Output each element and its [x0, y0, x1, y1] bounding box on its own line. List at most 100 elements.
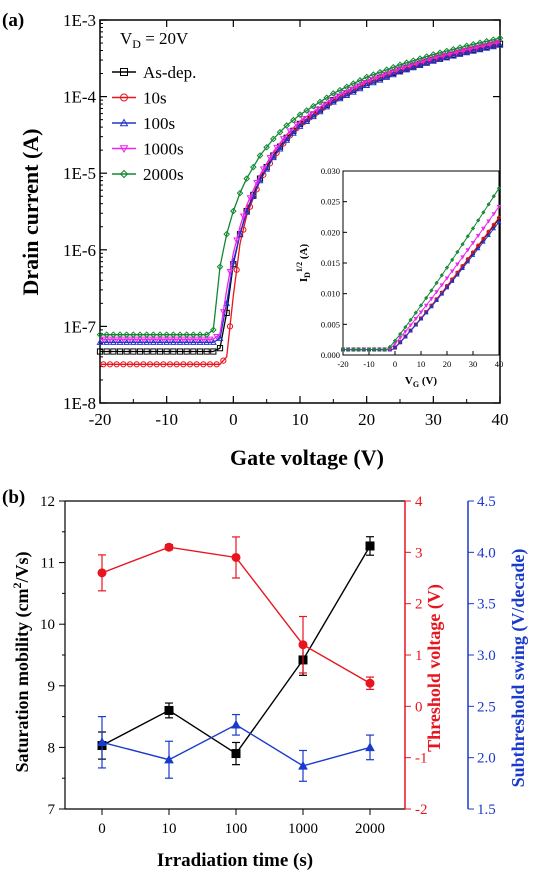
data-point — [100, 361, 107, 368]
data-point — [97, 568, 107, 578]
data-point — [416, 55, 424, 62]
x-tick-label-b: 2000 — [355, 821, 385, 837]
inset-data-point — [377, 347, 382, 352]
data-point — [336, 95, 344, 102]
data-point — [216, 334, 224, 341]
data-point — [396, 68, 404, 75]
data-point — [365, 678, 375, 688]
data-point — [273, 144, 281, 152]
data-point — [196, 331, 204, 338]
data-point — [199, 336, 207, 343]
data-point — [239, 213, 247, 220]
data-point — [180, 361, 187, 368]
data-point — [365, 742, 375, 752]
data-point — [476, 45, 484, 53]
data-point — [196, 338, 204, 345]
data-point — [164, 705, 174, 715]
data-point — [243, 208, 251, 215]
data-point — [436, 55, 444, 63]
data-point — [376, 68, 384, 76]
y-tick-label-b-right2: 4.0 — [477, 545, 496, 561]
data-point — [313, 106, 321, 114]
data-point — [120, 361, 127, 368]
data-point — [163, 338, 171, 345]
data-point — [126, 361, 134, 368]
data-point — [343, 91, 351, 98]
data-point — [439, 52, 447, 60]
inset-y-tick-label: 0.030 — [321, 166, 340, 176]
inset-data-point — [444, 265, 450, 270]
inset-data-point — [449, 278, 455, 283]
x-tick-label-b: 10 — [162, 821, 177, 837]
data-point — [156, 348, 164, 355]
inset-data-point — [439, 283, 445, 288]
inset-data-point — [460, 265, 465, 270]
data-point — [343, 83, 350, 91]
inset-data-point — [366, 347, 372, 352]
data-point — [133, 336, 141, 343]
data-point — [176, 348, 184, 355]
y-tick-label-b-right2: 2.0 — [477, 751, 496, 767]
data-point — [363, 73, 370, 81]
data-point — [160, 361, 167, 368]
data-point — [306, 111, 314, 118]
data-point — [369, 79, 377, 86]
data-point — [473, 44, 481, 51]
x-tick-label-a: 30 — [425, 410, 442, 429]
data-point — [379, 71, 387, 79]
data-point — [103, 331, 110, 338]
inset-x-tick-label: -10 — [363, 359, 374, 369]
inset-data-point — [455, 272, 460, 277]
data-point — [323, 103, 331, 110]
data-point — [399, 64, 407, 71]
inset-series-2000s — [340, 186, 502, 352]
panel-a-annotation: VD = 20V — [120, 29, 189, 51]
data-point — [210, 326, 217, 334]
data-point — [298, 760, 308, 770]
data-point — [296, 122, 304, 129]
data-point — [299, 116, 307, 123]
inset-data-point — [496, 219, 502, 224]
data-point — [233, 237, 241, 244]
y-tick-label-a: 1E-4 — [63, 88, 97, 107]
data-point — [270, 135, 277, 143]
data-point — [106, 361, 114, 368]
inset-data-point — [413, 317, 419, 322]
inset-y-tick-label: 0.025 — [321, 197, 340, 207]
data-point — [203, 348, 210, 355]
data-point — [186, 361, 194, 368]
inset-data-point — [470, 226, 476, 231]
data-point — [179, 336, 187, 343]
series-line — [100, 37, 501, 336]
inset-x-tick-label: 0 — [393, 359, 397, 369]
data-point — [220, 357, 227, 364]
inset-data-point — [491, 194, 496, 199]
x-tick-label-b: 1000 — [288, 821, 318, 837]
data-point — [436, 49, 444, 57]
data-point — [169, 338, 177, 345]
panel-a-xlabel: Gate voltage (V) — [230, 445, 384, 470]
inset-data-point — [465, 248, 471, 253]
data-point — [433, 54, 441, 61]
legend-label: 2000s — [143, 165, 184, 184]
data-point — [116, 331, 124, 338]
data-point — [459, 47, 467, 55]
data-point — [190, 348, 197, 355]
panel-b-ylabel-right1: Threshold voltage (V) — [424, 584, 445, 752]
series-threshold-voltage — [97, 536, 375, 690]
y-tick-label-b-left: 7 — [48, 802, 56, 818]
data-point — [386, 69, 394, 76]
y-tick-label-b-right2: 1.5 — [477, 802, 496, 818]
data-point — [339, 90, 347, 97]
data-point — [356, 85, 364, 92]
data-point — [483, 37, 490, 45]
data-point — [333, 93, 341, 100]
inset-data-point — [361, 347, 366, 352]
panel-b-ylabel-left: Saturation mobility (cm2/Vs) — [10, 551, 33, 772]
data-point — [173, 336, 181, 343]
data-point — [326, 97, 334, 104]
inset-data-point — [413, 322, 419, 327]
data-point — [236, 189, 244, 197]
data-point — [213, 361, 220, 368]
